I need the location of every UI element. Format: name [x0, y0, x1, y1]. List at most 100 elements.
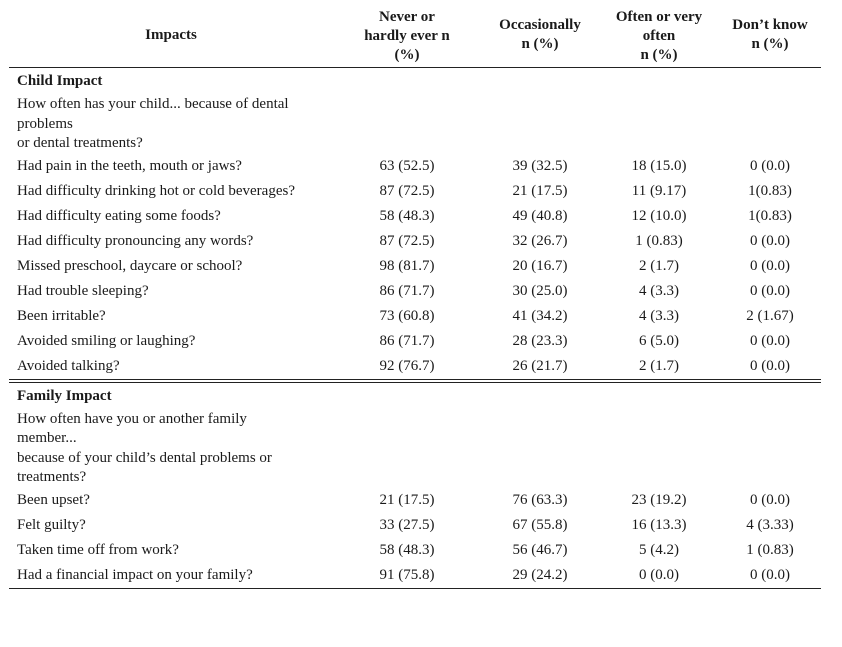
child-cell-dont-know: 0 (0.0)	[750, 332, 790, 349]
family-cell-often: 0 (0.0)	[639, 566, 679, 583]
child-cell-occasionally: 28 (23.3)	[512, 332, 568, 349]
family-cell-never: 58 (48.3)	[379, 541, 435, 558]
child-table-row: Had difficulty pronouncing any words? 87 …	[9, 229, 821, 254]
child-cell-often: 11 (9.17)	[631, 182, 687, 199]
child-cell-item: Avoided smiling or laughing?	[17, 332, 196, 349]
child-question-line: or dental treatments?	[17, 135, 143, 151]
family-section: Family Impact How often have you or anot…	[9, 382, 821, 588]
child-cell-never: 92 (76.7)	[379, 357, 435, 374]
header-often-line: Often or very	[615, 9, 703, 25]
child-cell-occasionally: 49 (40.8)	[512, 207, 568, 224]
family-section-title-row: Family Impact	[9, 382, 821, 406]
child-cell-item: Avoided talking?	[17, 357, 120, 374]
child-table-row: Had difficulty eating some foods? 58 (48.…	[9, 204, 821, 229]
child-cell-dont-know: 0 (0.0)	[750, 357, 790, 374]
family-question-line: member...	[17, 430, 77, 446]
family-cell-dont-know: 0 (0.0)	[750, 566, 790, 583]
child-table-row: Had trouble sleeping? 86 (71.7) 30 (25.0) 4…	[9, 279, 821, 304]
family-cell-occasionally: 67 (55.8)	[512, 516, 568, 533]
child-cell-dont-know: 2 (1.67)	[746, 307, 794, 324]
child-cell-never: 63 (52.5)	[379, 157, 435, 174]
family-question-line: because of your child’s dental problems …	[17, 449, 272, 466]
family-cell-occasionally: 29 (24.2)	[512, 566, 568, 583]
family-cell-often: 16 (13.3)	[631, 516, 687, 533]
family-question-line: treatments?	[17, 469, 87, 485]
child-question: How often has your child... because of d…	[9, 91, 821, 154]
child-cell-item: Had pain in the teeth, mouth or jaws?	[17, 157, 242, 174]
family-cell-item: Taken time off from work?	[17, 541, 179, 558]
family-cell-often: 23 (19.2)	[631, 491, 687, 508]
family-table-row: Felt guilty? 33 (27.5) 67 (55.8) 16 (13.3) 4…	[9, 513, 821, 538]
family-table-row: Been upset? 21 (17.5) 76 (63.3) 23 (19.2) 0 …	[9, 488, 821, 513]
child-table-row: Had pain in the teeth, mouth or jaws? 63 …	[9, 154, 821, 179]
child-cell-item: Missed preschool, daycare or school?	[17, 257, 243, 274]
child-cell-often: 6 (5.0)	[639, 332, 679, 349]
child-cell-item: Been irritable?	[17, 307, 106, 324]
family-question: How often have you or another family mem…	[9, 406, 821, 488]
child-cell-dont-know: 0 (0.0)	[750, 282, 790, 299]
child-cell-often: 2 (1.7)	[639, 257, 679, 274]
header-often-line: n (%)	[640, 47, 678, 63]
child-cell-dont-know: 0 (0.0)	[750, 157, 790, 174]
header-never-line: (%)	[394, 47, 420, 63]
impact-table: Impacts Never or hardly ever n (%) Occas…	[9, 0, 821, 589]
child-cell-never: 73 (60.8)	[379, 307, 435, 324]
child-cell-often: 4 (3.3)	[639, 282, 679, 299]
header-impacts: Impacts	[145, 27, 197, 43]
child-cell-occasionally: 26 (21.7)	[512, 357, 568, 374]
child-question-row: How often has your child... because of d…	[9, 91, 821, 154]
child-section-title-row: Child Impact	[9, 68, 821, 92]
child-cell-item: Had difficulty pronouncing any words?	[17, 232, 254, 249]
child-cell-often: 18 (15.0)	[631, 157, 687, 174]
header-occasionally-line: Occasionally	[499, 17, 581, 33]
child-cell-item: Had trouble sleeping?	[17, 282, 149, 299]
child-cell-never: 98 (81.7)	[379, 257, 435, 274]
family-question-line: How often have you or another family	[17, 410, 247, 427]
header-occasionally: Occasionally n (%)	[481, 0, 599, 67]
family-cell-never: 33 (27.5)	[379, 516, 435, 533]
child-cell-often: 1 (0.83)	[635, 232, 683, 249]
child-cell-item: Had difficulty drinking hot or cold beve…	[17, 182, 295, 199]
family-cell-dont-know: 0 (0.0)	[750, 491, 790, 508]
family-cell-item: Been upset?	[17, 491, 90, 508]
header-never-line: hardly ever n	[364, 28, 450, 44]
child-cell-never: 87 (72.5)	[379, 232, 435, 249]
child-cell-occasionally: 30 (25.0)	[512, 282, 568, 299]
family-section-title: Family Impact	[17, 387, 112, 404]
family-cell-occasionally: 76 (63.3)	[512, 491, 568, 508]
header-never-line: Never or	[379, 9, 435, 25]
header-row: Impacts Never or hardly ever n (%) Occas…	[9, 0, 821, 67]
bottom-rule	[9, 587, 821, 589]
section-divider	[9, 378, 821, 383]
header-rule	[9, 67, 821, 68]
child-cell-dont-know: 0 (0.0)	[750, 232, 790, 249]
child-cell-occasionally: 32 (26.7)	[512, 232, 568, 249]
family-cell-often: 5 (4.2)	[639, 541, 679, 558]
child-cell-often: 2 (1.7)	[639, 357, 679, 374]
header-never: Never or hardly ever n (%)	[333, 0, 481, 67]
family-cell-item: Had a financial impact on your family?	[17, 566, 253, 583]
child-question-line: How often has your child... because of d…	[17, 96, 289, 112]
child-cell-dont-know: 1(0.83)	[748, 182, 792, 199]
child-cell-occasionally: 41 (34.2)	[512, 307, 568, 324]
family-cell-dont-know: 1 (0.83)	[746, 541, 794, 558]
child-table-row: Had difficulty drinking hot or cold beve…	[9, 179, 821, 204]
header-dont-know-line: n (%)	[751, 36, 789, 52]
child-cell-never: 87 (72.5)	[379, 182, 435, 199]
child-cell-never: 58 (48.3)	[379, 207, 435, 224]
child-table-row: Avoided talking? 92 (76.7) 26 (21.7) 2 (1.7…	[9, 354, 821, 380]
child-cell-dont-know: 0 (0.0)	[750, 257, 790, 274]
child-cell-often: 12 (10.0)	[631, 207, 687, 224]
child-table-row: Avoided smiling or laughing? 86 (71.7) 28 …	[9, 329, 821, 354]
child-cell-occasionally: 39 (32.5)	[512, 157, 568, 174]
header-dont-know: Don’t know n (%)	[719, 0, 821, 67]
family-table-row: Taken time off from work? 58 (48.3) 56 (46…	[9, 538, 821, 563]
family-table-row: Had a financial impact on your family? 91…	[9, 563, 821, 588]
child-section: Child Impact How often has your child...…	[9, 68, 821, 380]
header-often: Often or very often n (%)	[599, 0, 719, 67]
child-cell-never: 86 (71.7)	[379, 282, 435, 299]
child-table-row: Missed preschool, daycare or school? 98 (…	[9, 254, 821, 279]
child-cell-dont-know: 1(0.83)	[748, 207, 792, 224]
header-often-line: often	[642, 28, 676, 44]
child-cell-occasionally: 21 (17.5)	[512, 182, 568, 199]
